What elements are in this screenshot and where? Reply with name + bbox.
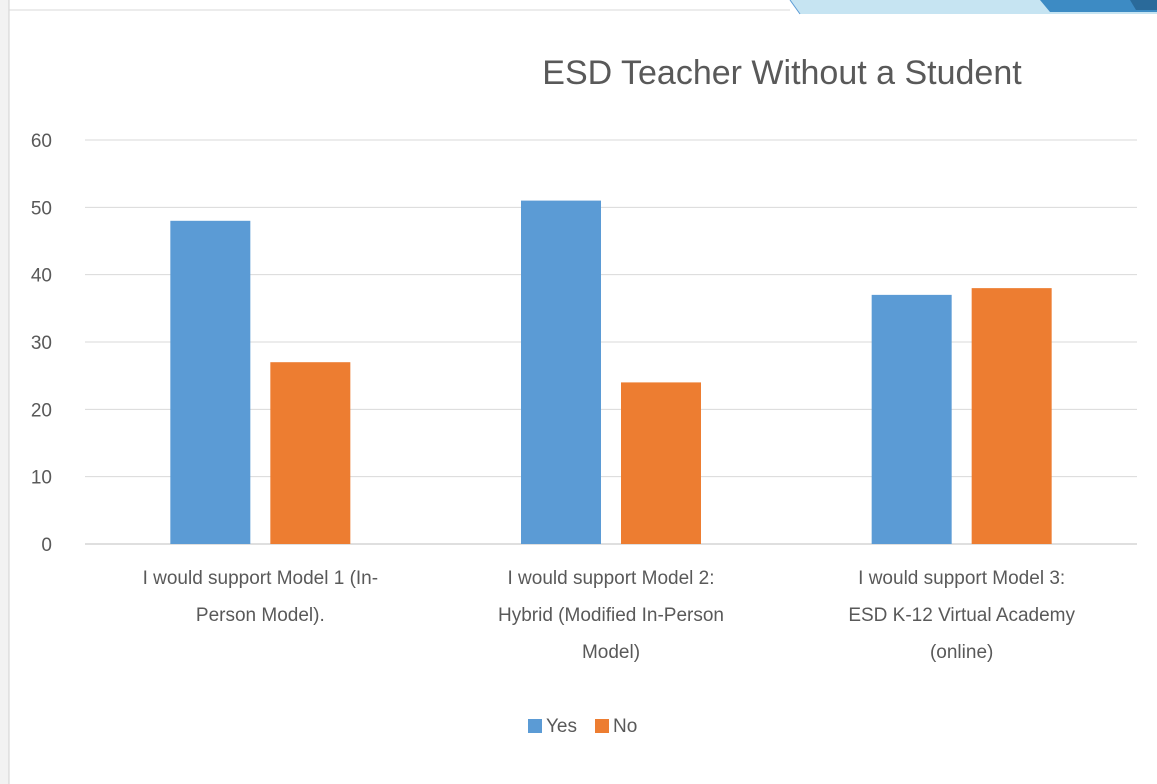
y-tick-label: 0 xyxy=(41,535,52,556)
x-category-label-line: ESD K-12 Virtual Academy xyxy=(848,605,1075,626)
bar-no-2 xyxy=(621,382,701,544)
bars xyxy=(170,200,1052,545)
x-category-label: I would support Model 2: Hybrid (Modified… xyxy=(498,568,724,663)
x-axis-category-labels: I would support Model 1 (In- Person Model… xyxy=(143,568,1076,663)
legend: Yes No xyxy=(528,716,637,737)
x-category-label-line: Model) xyxy=(582,642,640,663)
y-tick-label: 30 xyxy=(31,333,52,354)
bar-yes-2 xyxy=(521,200,601,544)
y-axis-tick-labels: 0 10 20 30 40 50 60 xyxy=(31,131,52,556)
y-tick-label: 10 xyxy=(31,468,52,489)
gridlines xyxy=(85,139,1137,545)
y-tick-label: 50 xyxy=(31,198,52,219)
legend-label-yes: Yes xyxy=(546,716,577,737)
x-category-label: I would support Model 1 (In- Person Model… xyxy=(143,568,379,626)
bar-yes-1 xyxy=(170,220,251,545)
legend-swatch-no xyxy=(595,719,609,733)
bar-no-3 xyxy=(971,288,1052,544)
x-category-label-line: Hybrid (Modified In-Person xyxy=(498,605,724,626)
x-category-label-line: Person Model). xyxy=(196,605,325,626)
y-tick-label: 20 xyxy=(31,400,52,421)
bar-yes-3 xyxy=(871,294,952,544)
x-category-label: I would support Model 3: ESD K-12 Virtual… xyxy=(848,568,1075,663)
x-category-label-line: I would support Model 2: xyxy=(507,568,714,589)
y-tick-label: 60 xyxy=(31,131,52,152)
legend-label-no: No xyxy=(613,716,637,737)
y-tick-label: 40 xyxy=(31,266,52,287)
bar-no-1 xyxy=(270,362,351,544)
legend-swatch-yes xyxy=(528,719,542,733)
chart-title: ESD Teacher Without a Student xyxy=(542,54,1022,92)
x-category-label-line: (online) xyxy=(930,642,993,663)
x-category-label-line: I would support Model 3: xyxy=(858,568,1065,589)
x-category-label-line: I would support Model 1 (In- xyxy=(143,568,379,589)
